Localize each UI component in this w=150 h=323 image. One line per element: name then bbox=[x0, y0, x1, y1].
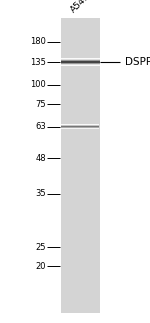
Bar bbox=[61, 60, 100, 61]
Text: A549: A549 bbox=[69, 0, 92, 15]
Text: 63: 63 bbox=[35, 122, 46, 131]
Bar bbox=[61, 63, 100, 64]
Text: 35: 35 bbox=[35, 189, 46, 198]
Bar bbox=[61, 18, 100, 313]
Text: 48: 48 bbox=[35, 154, 46, 163]
Text: 25: 25 bbox=[35, 243, 46, 252]
Bar bbox=[61, 62, 100, 63]
Bar bbox=[61, 61, 100, 62]
Bar bbox=[61, 59, 100, 60]
Text: 135: 135 bbox=[30, 57, 46, 67]
Text: 100: 100 bbox=[30, 80, 46, 89]
Bar bbox=[61, 58, 100, 59]
Bar bbox=[61, 64, 100, 65]
Bar bbox=[61, 63, 100, 64]
Bar bbox=[61, 58, 100, 59]
Bar bbox=[61, 65, 100, 66]
Text: 20: 20 bbox=[35, 262, 46, 271]
Text: DSPP: DSPP bbox=[124, 57, 150, 67]
Bar bbox=[61, 61, 100, 62]
Text: 180: 180 bbox=[30, 37, 46, 47]
Bar bbox=[61, 62, 100, 63]
Bar bbox=[61, 60, 100, 61]
Text: 75: 75 bbox=[35, 99, 46, 109]
Bar bbox=[61, 65, 100, 66]
